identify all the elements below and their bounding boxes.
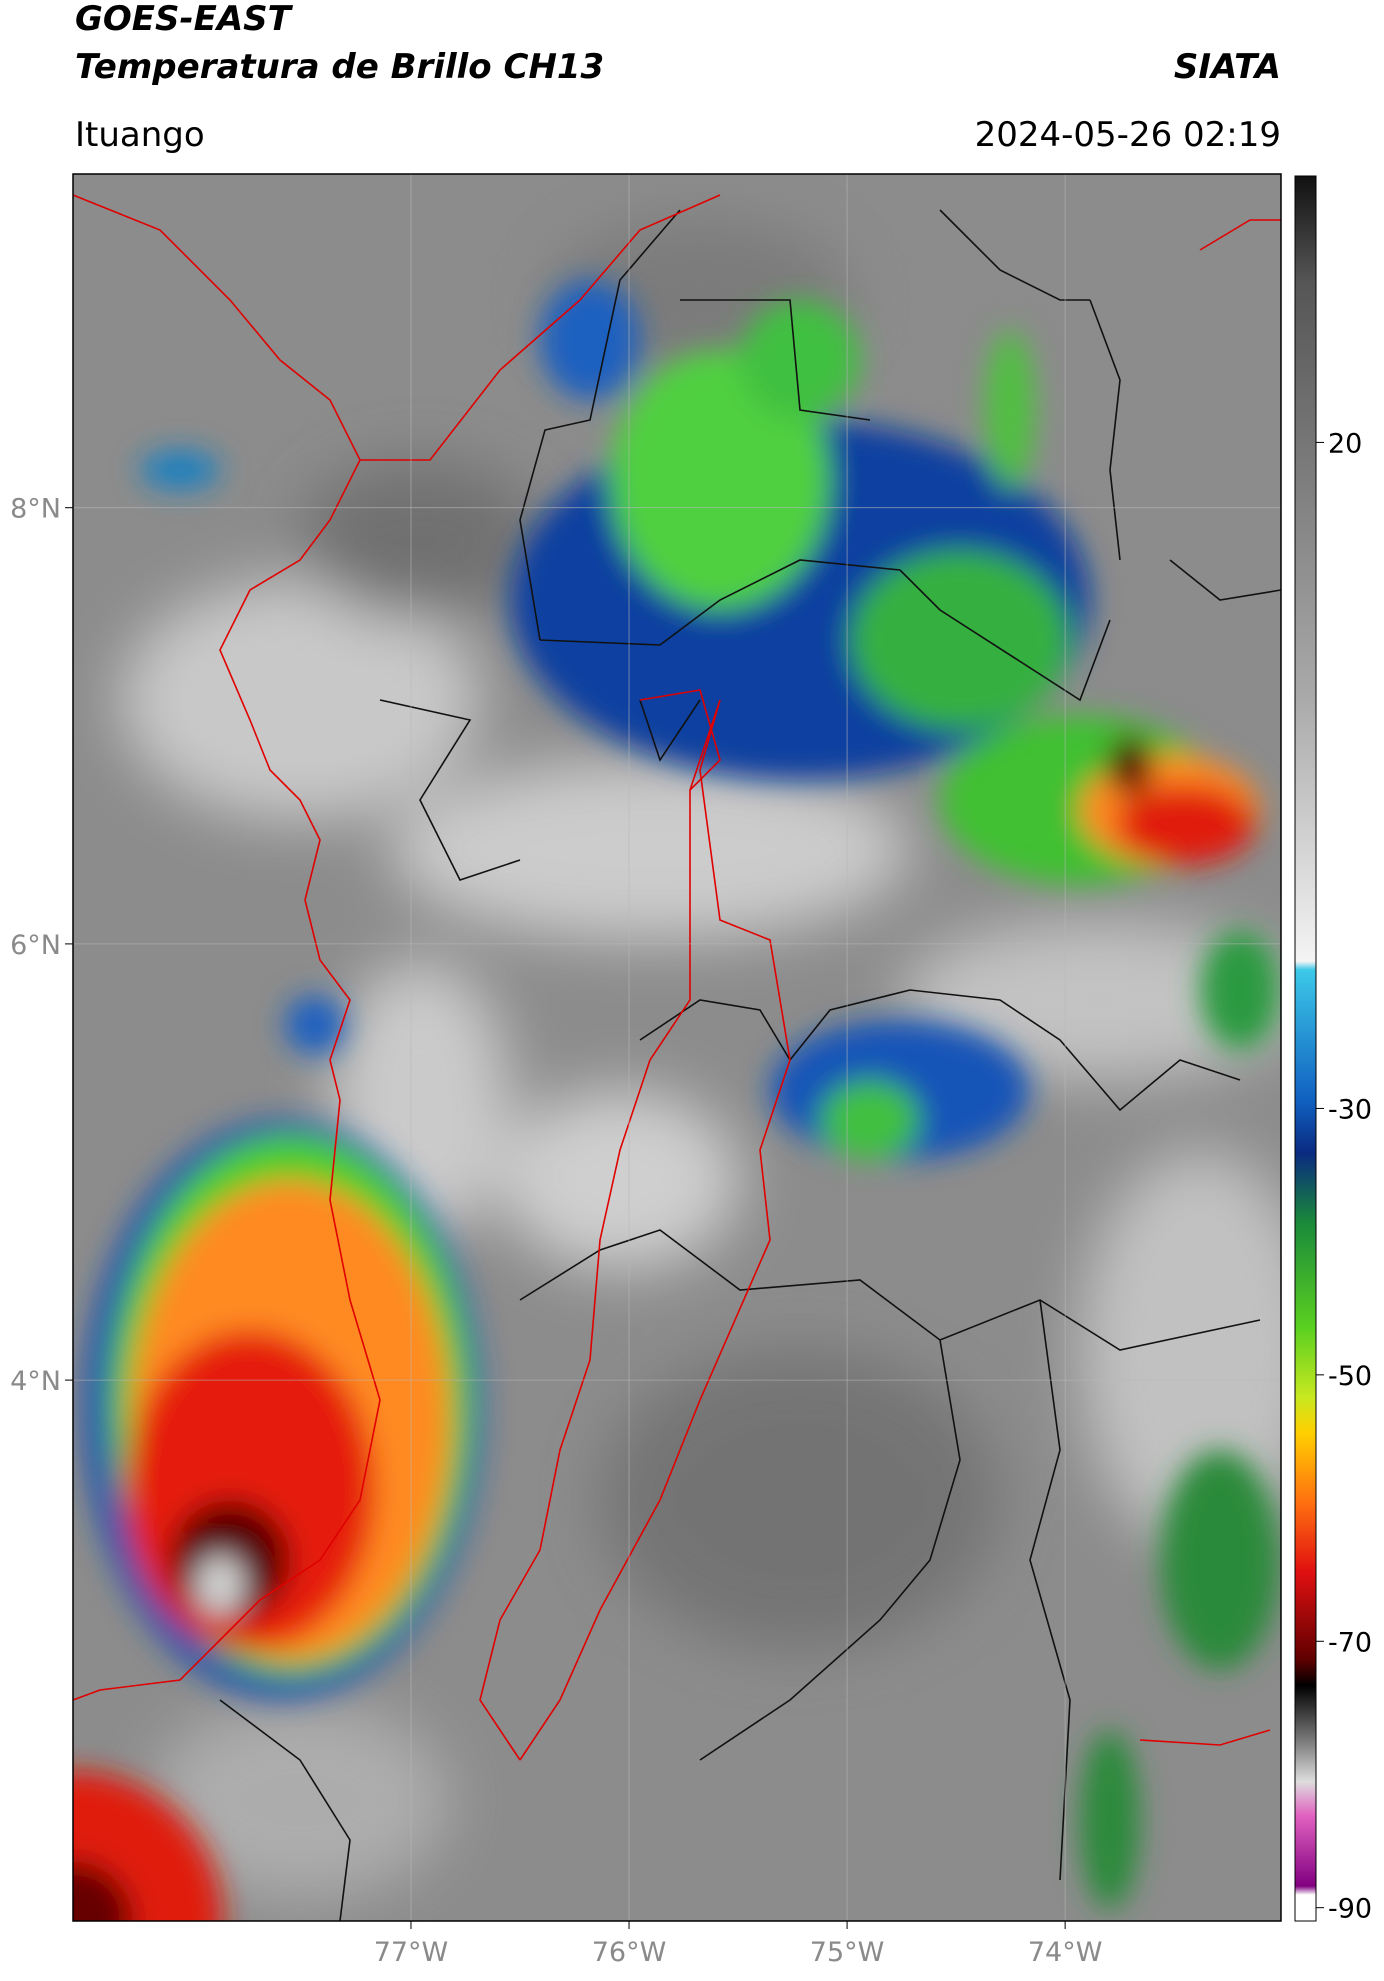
colorbar (1294, 175, 1317, 1922)
colorbar-label: -30 (1328, 1094, 1372, 1125)
y-tick-label: 6°N (10, 930, 61, 961)
x-tick-label: 74°W (1028, 1937, 1103, 1968)
x-tick-label: 77°W (374, 1937, 449, 1968)
y-tick-label: 8°N (10, 494, 61, 525)
colorbar-label: 20 (1328, 428, 1362, 459)
colorbar-label: -50 (1328, 1361, 1372, 1392)
y-tick-label: 4°N (10, 1366, 61, 1397)
map-frame (72, 173, 1282, 1922)
location: Ituango (75, 115, 205, 155)
satellite-image (73, 174, 1281, 1921)
x-tick-label: 76°W (592, 1937, 667, 1968)
source: SIATA (1174, 47, 1281, 87)
colorbar-label: -70 (1328, 1627, 1372, 1658)
subtitle: Temperatura de Brillo CH13 (75, 47, 604, 87)
graticule (73, 174, 1281, 1921)
datetime: 2024-05-26 02:19 (975, 115, 1281, 155)
x-tick-label: 75°W (810, 1937, 885, 1968)
title: GOES-EAST (75, 0, 294, 39)
colorbar-label: -90 (1328, 1894, 1372, 1925)
